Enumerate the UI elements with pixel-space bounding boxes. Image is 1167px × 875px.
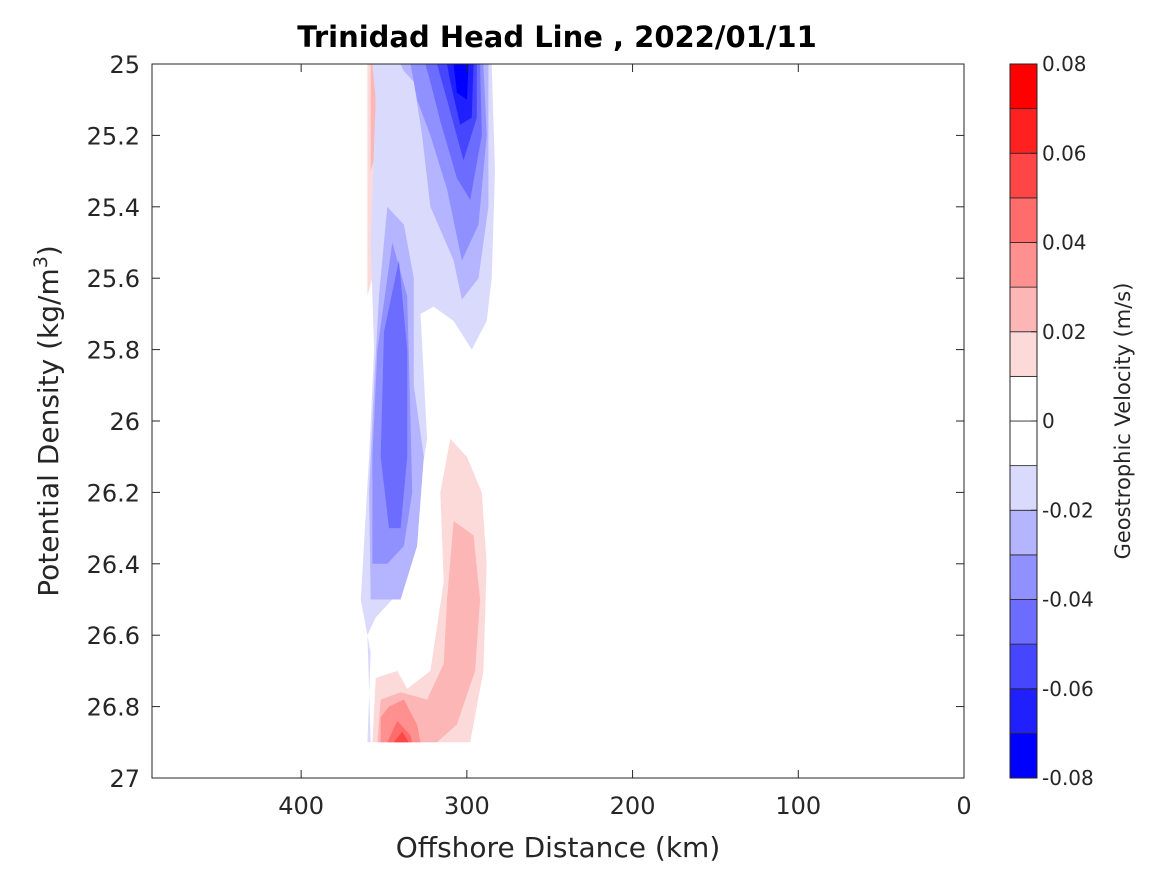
y-tick-label: 25.4 [87,194,140,222]
x-tick-label: 200 [610,792,656,820]
colorbar-swatch [1009,108,1038,154]
colorbar-tick-label: -0.08 [1042,766,1094,790]
colorbar-swatch [1009,63,1038,110]
x-axis-ticks: 400 300 200 100 0 [278,64,972,820]
colorbar-swatch [1009,242,1038,288]
colorbar-swatch [1009,375,1038,422]
y-tick-label: 25.8 [87,337,140,365]
colorbar-tick-label: -0.04 [1042,588,1094,612]
colorbar-tick-label: -0.02 [1042,498,1094,522]
colorbar-swatch [1009,688,1038,734]
colorbar-swatch [1009,420,1038,467]
colorbar-swatch [1009,554,1038,600]
contour-region-13 [377,521,481,743]
contour-region-15 [387,720,413,743]
x-tick-label: 300 [444,792,490,820]
x-tick-label: 0 [956,792,971,820]
y-tick-label: 26 [109,408,140,436]
colorbar-tick-label: 0.08 [1042,52,1087,76]
colorbar-swatch [1009,599,1038,645]
colorbar-tick-label: 0.04 [1042,231,1087,255]
contour-region-14 [380,699,421,743]
y-tick-label: 26.8 [87,694,140,722]
y-axis-label: Potential Density (kg/m3) [30,245,65,597]
colorbar-tick-label: 0.06 [1042,141,1087,165]
y-tick-label: 25.2 [87,122,140,150]
x-tick-label: 400 [278,792,324,820]
y-tick-label: 26.6 [87,622,140,650]
colorbar-swatch [1009,152,1038,199]
colorbar-label: Geostrophic Velocity (m/s) [1111,283,1135,560]
colorbar-ticks: -0.08 -0.06 -0.04 -0.02 0 0.02 0.04 0.06 0.08 [1031,52,1094,790]
chart-title: Trinidad Head Line , 2022/01/11 [297,20,817,54]
x-tick-label: 100 [775,792,821,820]
colorbar-swatch [1009,509,1038,556]
colorbar-swatch [1009,197,1038,243]
colorbar-tick-label: 0 [1042,409,1055,433]
colorbar-swatch [1009,643,1038,690]
y-axis-ticks: 25 25.2 25.4 25.6 25.8 26 26.2 26.4 26.6 26.8 27 [87,51,964,793]
colorbar-tick-label: 0.02 [1042,320,1087,344]
colorbar-swatch [1009,331,1038,377]
contour-region-8 [380,260,408,529]
x-axis-label: Offshore Distance (km) [396,831,721,864]
contour-fills [360,64,495,743]
plot-frame [151,63,965,779]
y-tick-label: 25.6 [87,265,140,293]
y-tick-label: 26.4 [87,551,140,579]
y-tick-label: 27 [109,765,140,793]
colorbar-swatch [1009,732,1038,779]
colorbar-swatch [1009,465,1038,511]
contour-region-11 [453,64,469,100]
colorbar-swatch [1009,286,1038,333]
contour-region-16 [393,731,409,743]
colorbar-tick-label: -0.06 [1042,677,1094,701]
y-tick-label: 26.2 [87,479,140,507]
y-tick-label: 25 [109,51,140,79]
